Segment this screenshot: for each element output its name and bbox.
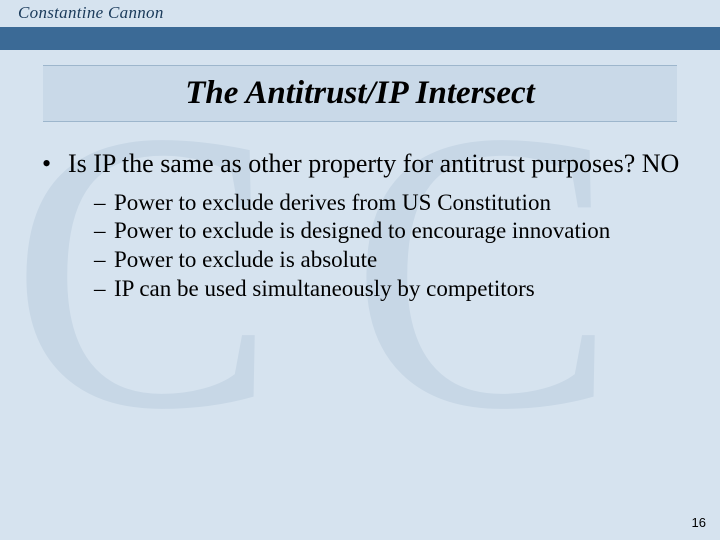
brand-name: Constantine Cannon xyxy=(18,3,164,23)
slide-title: The Antitrust/IP Intersect xyxy=(185,75,535,112)
sub-bullet-text: Power to exclude is absolute xyxy=(114,246,377,275)
sub-bullet-item: – IP can be used simultaneously by compe… xyxy=(94,275,680,304)
sub-bullet-marker: – xyxy=(94,275,114,304)
bullet-marker: • xyxy=(40,148,68,181)
sub-bullet-text: Power to exclude derives from US Constit… xyxy=(114,189,551,218)
sub-bullet-text: IP can be used simultaneously by competi… xyxy=(114,275,535,304)
bullet-item: • Is IP the same as other property for a… xyxy=(40,148,680,181)
sub-bullet-item: – Power to exclude is designed to encour… xyxy=(94,217,680,246)
sub-bullet-list: – Power to exclude derives from US Const… xyxy=(94,189,680,304)
sub-bullet-item: – Power to exclude is absolute xyxy=(94,246,680,275)
sub-bullet-marker: – xyxy=(94,189,114,218)
sub-bullet-marker: – xyxy=(94,217,114,246)
sub-bullet-item: – Power to exclude derives from US Const… xyxy=(94,189,680,218)
slide-title-band: The Antitrust/IP Intersect xyxy=(43,65,677,122)
header-blue-band xyxy=(0,27,720,50)
sub-bullet-text: Power to exclude is designed to encourag… xyxy=(114,217,610,246)
slide-body: • Is IP the same as other property for a… xyxy=(40,148,680,304)
bullet-text: Is IP the same as other property for ant… xyxy=(68,148,679,181)
sub-bullet-marker: – xyxy=(94,246,114,275)
page-number: 16 xyxy=(692,515,706,530)
